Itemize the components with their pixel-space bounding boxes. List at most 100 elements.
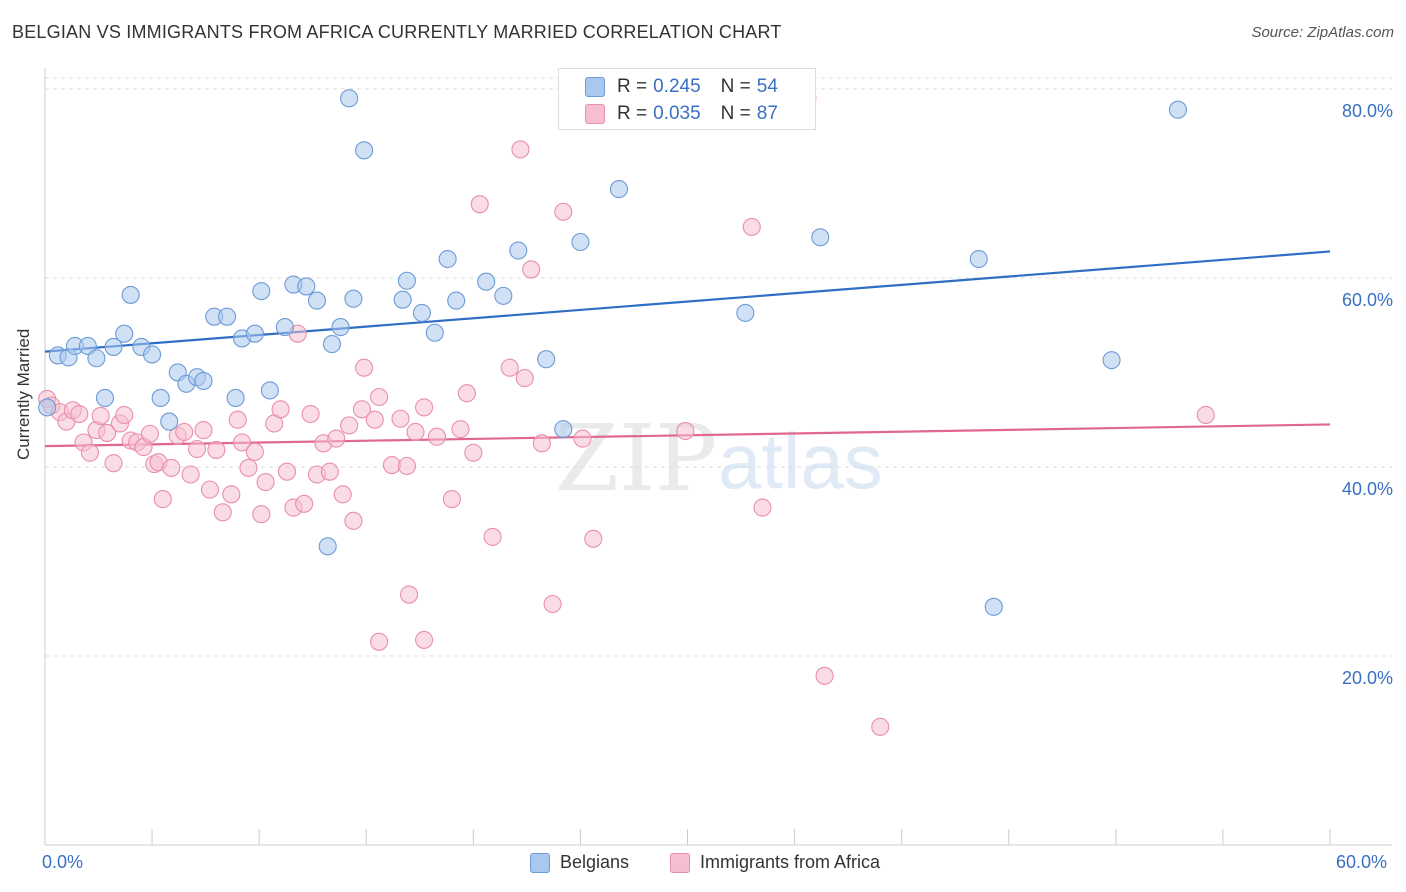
point-belgians [969,249,988,269]
point-africa [415,398,434,417]
point-belgians [537,350,556,369]
point-africa [200,480,219,499]
point-belgians [811,228,830,247]
point-africa [470,195,489,214]
chart-title: BELGIAN VS IMMIGRANTS FROM AFRICA CURREN… [12,22,782,42]
y-axis-label: Currently Married [14,328,33,460]
belgians-r-label: R = [617,76,648,97]
y-tick-label: 80.0% [1342,101,1393,121]
point-belgians [151,388,170,408]
point-africa [188,439,207,459]
point-africa [222,485,241,504]
point-belgians [331,318,350,337]
point-africa [400,585,419,604]
point-africa [397,456,416,476]
point-belgians [87,349,106,368]
point-africa [554,202,573,221]
point-africa [511,140,530,159]
legend-label-africa: Immigrants from Africa [700,852,881,872]
point-africa [181,465,200,484]
point-africa [239,458,258,477]
point-belgians [115,324,134,343]
point-africa [271,400,290,419]
point-belgians [340,89,359,108]
africa-r-value: 0.035 [653,103,701,124]
point-africa [871,717,890,736]
point-africa [532,434,551,453]
africa-n-label: N = [720,103,751,124]
point-africa [70,404,89,424]
point-africa [522,260,541,279]
point-africa [340,416,359,435]
y-tick-label: 20.0% [1342,668,1393,688]
grid-lines [45,77,1392,657]
legend-item-belgians[interactable]: Belgians [530,852,629,873]
point-africa [442,490,461,509]
stats-row-africa: R = 0.035 N = 87 [585,101,778,127]
legend-swatch-africa [670,852,690,873]
point-africa [584,529,603,548]
point-belgians [318,537,337,556]
y-tick-labels: 20.0% 40.0% 60.0% 80.0% [1342,101,1393,688]
belgians-n-label: N = [720,76,751,97]
y-tick-label: 40.0% [1342,479,1393,499]
point-africa [140,424,159,443]
point-africa [115,405,134,425]
point-belgians [412,303,431,322]
point-africa [207,440,226,459]
point-africa [232,433,252,452]
point-africa [451,420,470,439]
point-africa [483,527,502,546]
point-belgians [194,371,213,390]
point-belgians [322,335,342,354]
correlation-stats-box: R = 0.245 N = 54 R = 0.035 N = 87 [558,68,816,130]
point-africa [742,217,761,236]
point-africa [1196,405,1215,425]
point-belgians [736,303,755,322]
point-belgians [143,345,162,364]
point-belgians [494,286,513,305]
point-africa [80,443,100,462]
point-africa [676,421,695,441]
point-belgians [275,318,294,337]
point-africa [370,387,389,407]
point-belgians [447,291,466,310]
belgians-n-value: 54 [756,76,778,97]
point-africa [464,443,483,462]
point-belgians [307,291,327,310]
point-africa [382,456,402,475]
point-africa [320,462,339,481]
axes [44,68,1392,846]
point-africa [352,400,372,419]
point-belgians [297,277,316,296]
point-africa [815,666,834,685]
watermark-atlas: atlas [718,417,883,505]
belgians-r-value: 0.245 [653,76,701,97]
point-africa [753,498,772,517]
x-tick-label-max: 60.0% [1336,852,1388,872]
point-africa [500,358,519,377]
point-africa [245,442,264,461]
point-belgians [217,307,237,326]
point-africa [406,422,425,442]
point-africa [573,429,592,448]
point-africa [228,410,247,429]
africa-swatch [585,104,605,124]
point-africa [301,404,320,424]
point-africa [457,384,476,403]
point-africa [391,409,410,428]
point-belgians [425,323,444,342]
legend-label-belgians: Belgians [560,852,630,872]
watermark-zip: ZIP [555,405,717,512]
point-belgians [252,282,271,301]
legend-swatch-belgians [530,852,550,873]
point-africa [91,406,110,425]
legend-item-africa[interactable]: Immigrants from Africa [670,852,880,873]
point-africa [98,423,117,442]
point-belgians [1168,100,1187,119]
x-tick-label-min: 0.0% [42,852,84,872]
point-belgians [554,420,573,439]
point-belgians [609,180,629,199]
point-africa [175,422,194,442]
